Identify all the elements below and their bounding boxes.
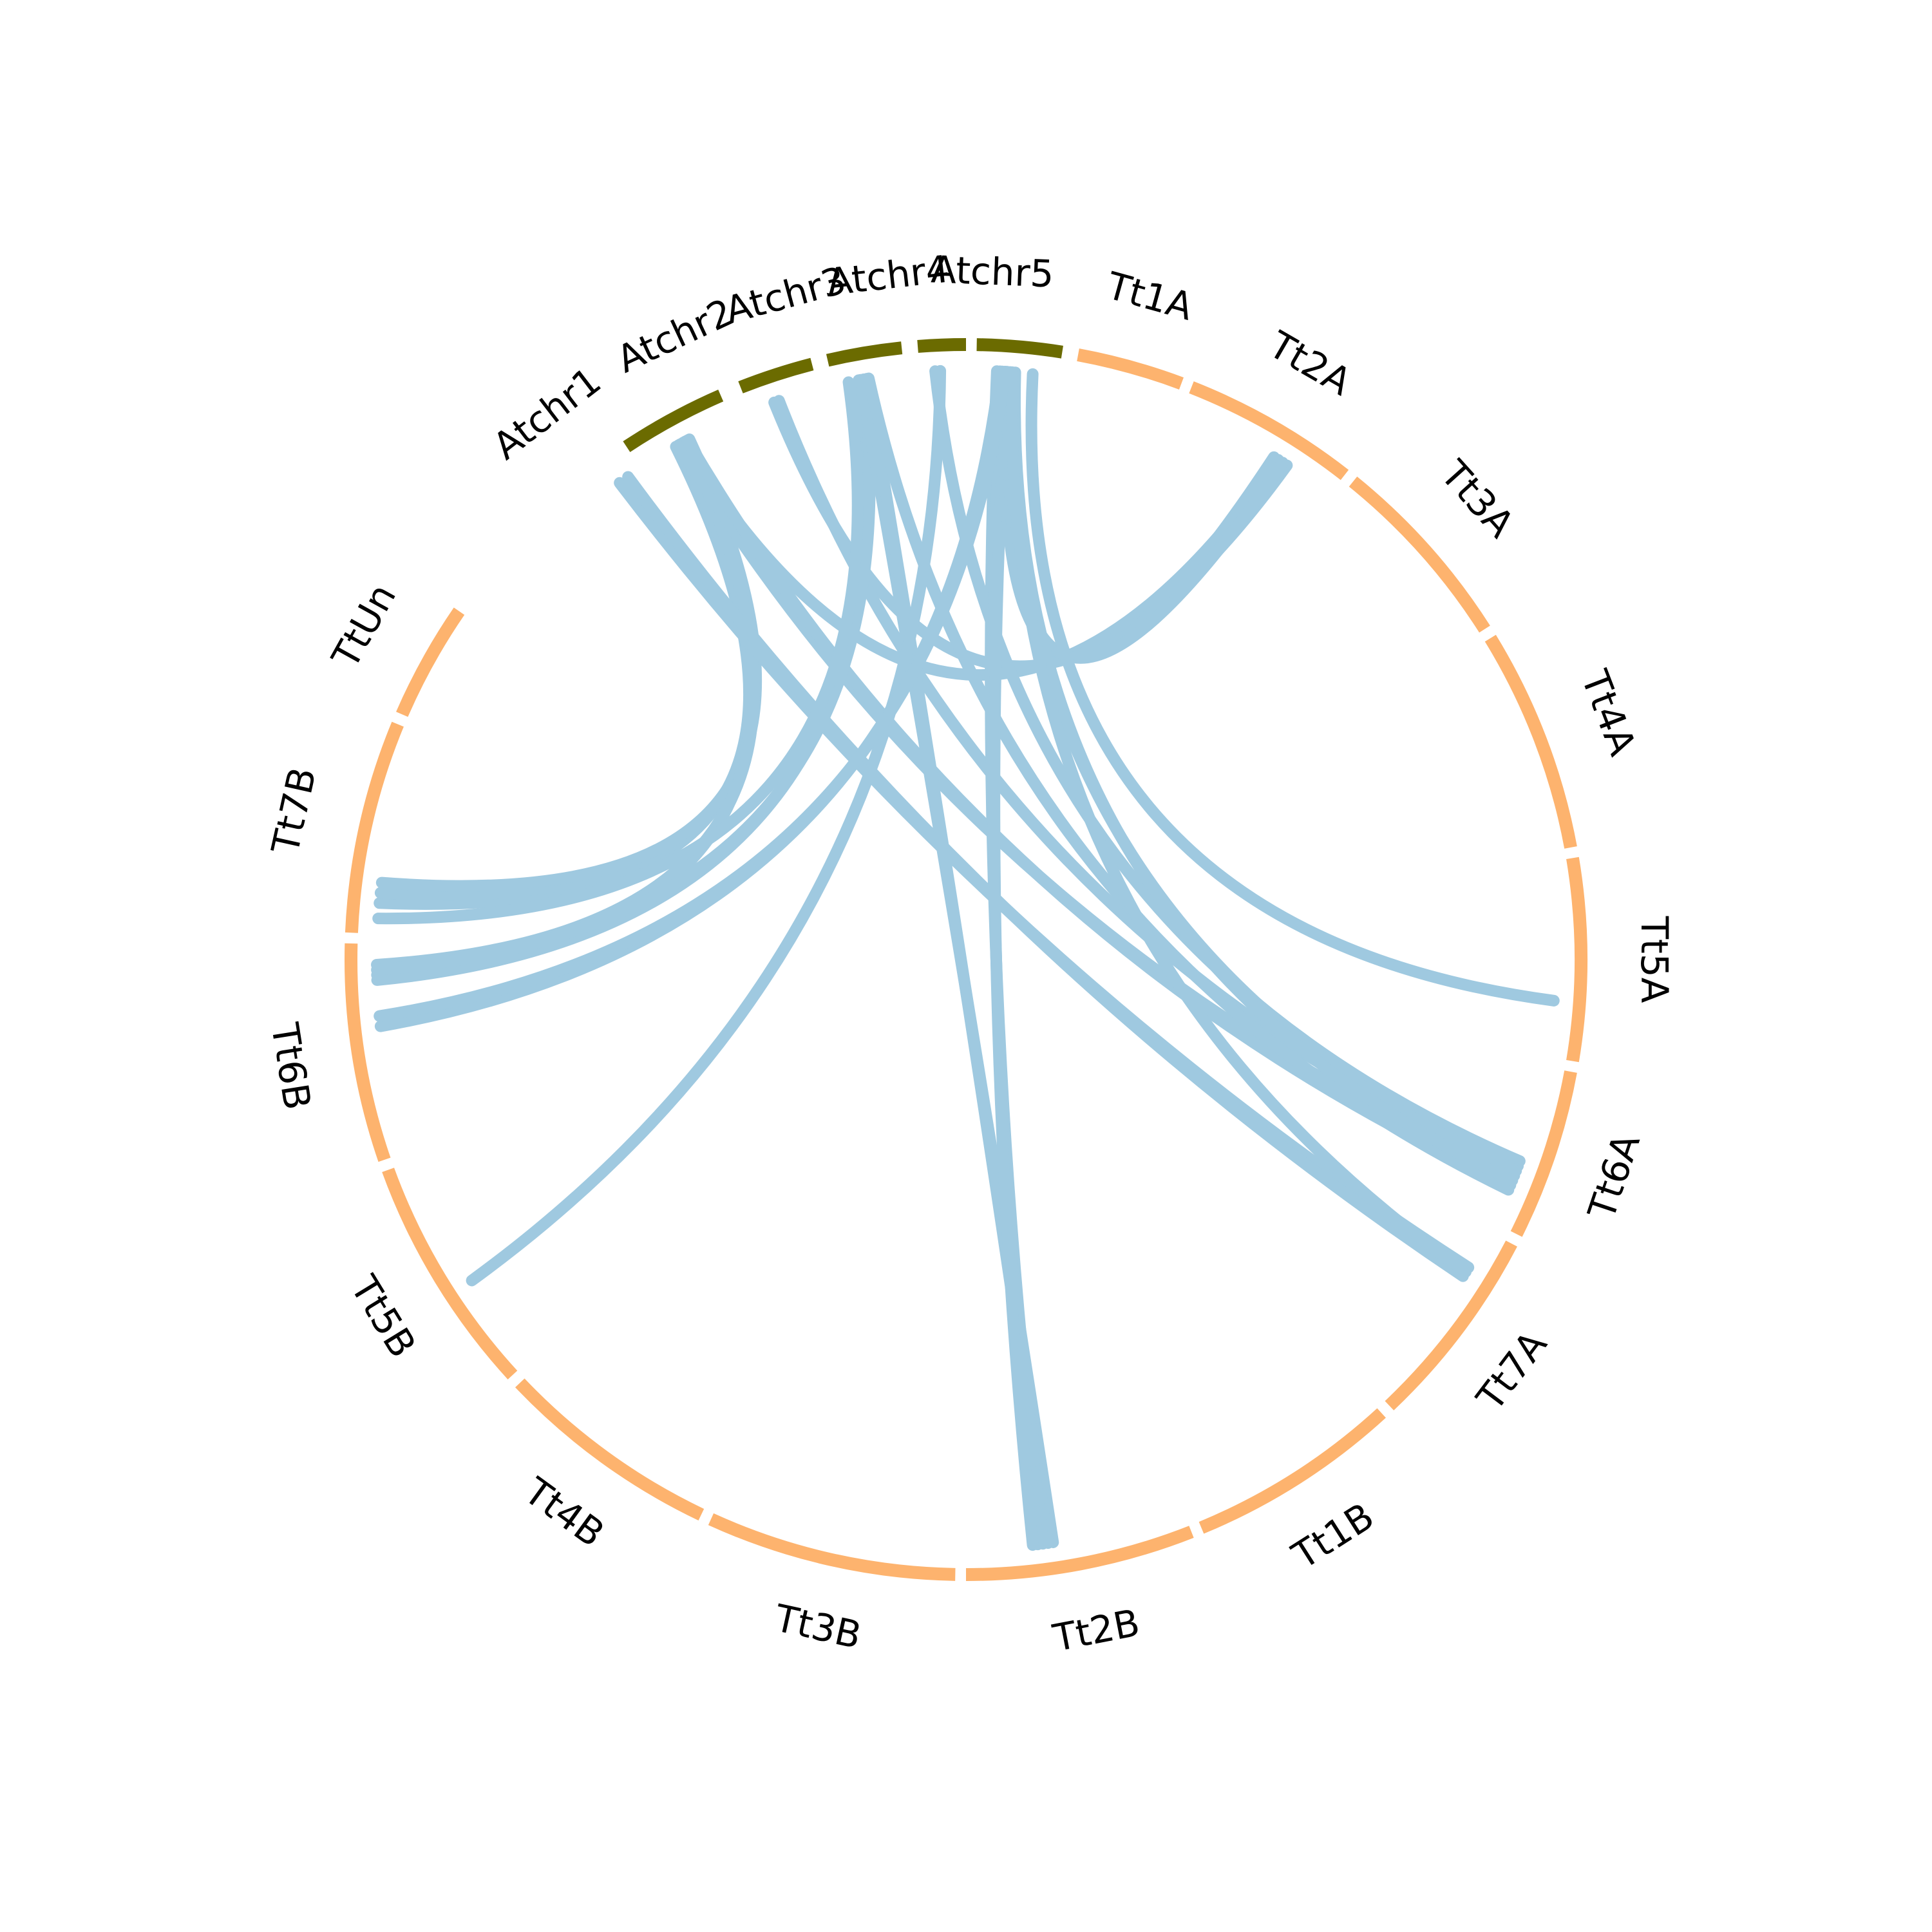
segment-arc-tt2a bbox=[1189, 381, 1349, 480]
link-atchr1-tt6a-1 bbox=[672, 439, 1520, 1182]
segment-arc-tt3a bbox=[1349, 477, 1490, 633]
segment-arc-tt1a bbox=[1077, 348, 1184, 390]
segment-label-tt6b: Tt6B bbox=[263, 1019, 319, 1113]
link-atchr5-tt6b-2 bbox=[374, 366, 1011, 1022]
segment-label-tt1b: Tt1B bbox=[1284, 1494, 1381, 1578]
links-layer bbox=[371, 365, 1560, 1551]
link-atchr5-tt7a-1 bbox=[1006, 366, 1472, 1278]
segments-layer bbox=[345, 338, 1587, 1581]
link-atchr3-tt6a-1 bbox=[862, 372, 1515, 1196]
segment-arc-tt7a bbox=[1385, 1240, 1517, 1410]
segment-label-ttun: TtUn bbox=[323, 576, 405, 676]
segment-label-tt3a: Tt3A bbox=[1432, 451, 1523, 546]
segment-arc-tt1b bbox=[1198, 1408, 1386, 1534]
link-atchr3-tt6b-2 bbox=[371, 373, 876, 976]
link-atchr4-tt5b-1 bbox=[466, 365, 947, 1287]
segment-arc-ttun bbox=[396, 607, 465, 717]
segment-arc-tt3b bbox=[708, 1513, 956, 1581]
link-atchr5-tt5a-1 bbox=[1025, 368, 1560, 1007]
segment-arc-tt5a bbox=[1566, 857, 1587, 1063]
segment-arc-tt4a bbox=[1484, 634, 1577, 849]
segment-arc-atchr2 bbox=[738, 357, 814, 393]
segment-arc-atchr1 bbox=[623, 390, 724, 452]
segment-label-tt3b: Tt3B bbox=[770, 1596, 865, 1658]
segment-label-tt6a: Tt6A bbox=[1579, 1128, 1649, 1226]
segment-arc-tt6b bbox=[345, 943, 391, 1162]
segment-label-atchr2: Atchr2 bbox=[610, 290, 740, 381]
segment-arc-tt6a bbox=[1510, 1070, 1577, 1237]
segment-label-tt1a: Tt1A bbox=[1102, 263, 1198, 329]
link-atchr1-tt7a-2 bbox=[622, 471, 1469, 1282]
segment-label-tt5b: Tt5B bbox=[342, 1267, 425, 1365]
link-atchr5-tt2b-3 bbox=[989, 366, 1039, 1551]
segment-label-tt5a: Tt5A bbox=[1633, 916, 1676, 1003]
segment-label-tt7b: Tt7B bbox=[263, 763, 325, 858]
segment-arc-atchr4 bbox=[917, 338, 967, 353]
segment-arc-atchr3 bbox=[826, 341, 903, 367]
segment-arc-tt7b bbox=[345, 721, 404, 933]
link-atchr3-tt7b-1 bbox=[372, 376, 864, 925]
segment-label-tt4a: Tt4A bbox=[1573, 664, 1645, 761]
segment-label-atchr1: Atchr1 bbox=[485, 359, 609, 468]
segment-arc-tt5b bbox=[382, 1168, 518, 1379]
segment-arc-tt2b bbox=[965, 1526, 1194, 1581]
segment-label-atchr5: Atchr5 bbox=[930, 247, 1054, 296]
segment-label-tt4b: Tt4B bbox=[516, 1469, 612, 1556]
segment-arc-tt4b bbox=[515, 1378, 705, 1520]
segment-label-tt2a: Tt2A bbox=[1261, 323, 1359, 404]
segment-label-tt7a: Tt7A bbox=[1468, 1323, 1555, 1419]
segment-label-tt2b: Tt2B bbox=[1049, 1600, 1143, 1660]
segment-arc-atchr5 bbox=[976, 338, 1063, 359]
